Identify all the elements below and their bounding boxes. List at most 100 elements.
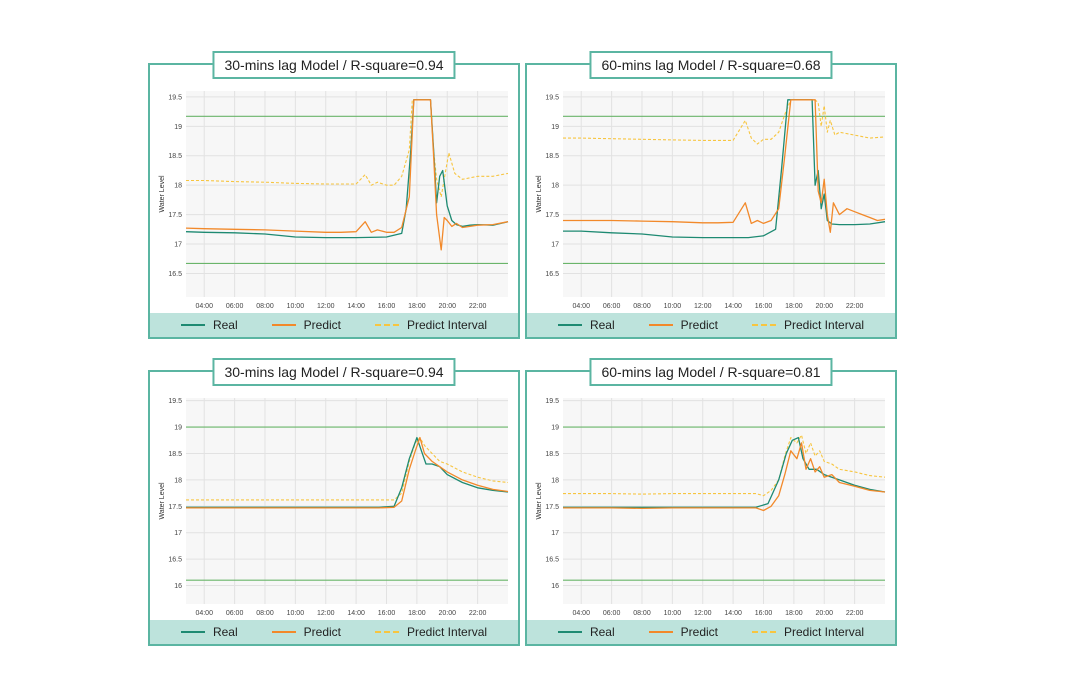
x-tick-label: 04:00 (572, 303, 590, 310)
y-axis-label: Water Level (536, 175, 543, 213)
x-tick-label: 08:00 (256, 303, 274, 310)
x-tick-label: 06:00 (603, 303, 621, 310)
x-tick-label: 18:00 (408, 303, 426, 310)
x-tick-label: 16:00 (755, 303, 773, 310)
x-tick-label: 12:00 (317, 303, 335, 310)
predict-interval-line (186, 437, 509, 501)
legend-interval-swatch (375, 324, 399, 326)
x-tick-label: 18:00 (408, 610, 426, 617)
y-tick-label: 16.5 (545, 271, 559, 278)
y-tick-label: 17 (551, 242, 559, 249)
legend-real-label: Real (589, 318, 615, 332)
legend-predict: Predict (648, 318, 718, 332)
chart-legend: Real Predict Predict Interval (527, 620, 895, 644)
y-tick-label: 19 (551, 425, 559, 432)
x-tick-label: 18:00 (785, 610, 803, 617)
y-tick-label: 16 (551, 583, 559, 590)
chart-title: 60-mins lag Model / R-square=0.81 (589, 358, 833, 386)
x-tick-label: 08:00 (256, 610, 274, 617)
predict-line (186, 436, 509, 509)
x-tick-label: 22:00 (846, 303, 864, 310)
x-tick-label: 14:00 (347, 610, 365, 617)
x-tick-label: 14:00 (724, 610, 742, 617)
legend-real-swatch (180, 631, 205, 633)
chart-legend: Real Predict Predict Interval (150, 313, 518, 337)
line-chart: 04:00 06:00 08:00 10:00 12:00 14:00 16:00 18:00… (536, 398, 886, 617)
legend-real-label: Real (212, 625, 238, 639)
y-tick-label: 17.5 (545, 212, 559, 219)
x-tick-label: 18:00 (785, 303, 803, 310)
y-tick-label: 16 (174, 583, 182, 590)
y-tick-label: 18.5 (545, 153, 559, 160)
y-tick-label: 19.5 (545, 398, 559, 405)
x-tick-label: 22:00 (846, 610, 864, 617)
x-tick-label: 08:00 (633, 610, 651, 617)
legend-interval-label: Predict Interval (784, 625, 865, 639)
y-tick-label: 19 (551, 124, 559, 131)
chart-title: 30-mins lag Model / R-square=0.94 (212, 358, 456, 386)
chart-title: 60-mins lag Model / R-square=0.68 (589, 51, 833, 79)
legend-predict-label: Predict (303, 318, 341, 332)
chart-legend: Real Predict Predict Interval (150, 620, 518, 644)
x-tick-label: 16:00 (378, 303, 396, 310)
y-tick-label: 17 (551, 530, 559, 537)
x-tick-label: 06:00 (603, 610, 621, 617)
y-tick-label: 18.5 (168, 451, 182, 458)
predict-line (563, 442, 886, 512)
y-tick-label: 18.5 (545, 451, 559, 458)
legend-predict-swatch (648, 324, 673, 326)
y-tick-label: 18 (551, 477, 559, 484)
real-line (563, 99, 886, 239)
x-tick-label: 06:00 (226, 303, 244, 310)
legend-interval-label: Predict Interval (407, 625, 488, 639)
y-tick-label: 19.5 (168, 94, 182, 101)
legend-real-swatch (180, 324, 205, 326)
chart-legend: Real Predict Predict Interval (527, 313, 895, 337)
y-tick-label: 16.5 (168, 271, 182, 278)
x-tick-label: 14:00 (724, 303, 742, 310)
x-tick-label: 22:00 (469, 303, 487, 310)
predict-interval-line (563, 434, 886, 497)
y-tick-label: 19.5 (545, 94, 559, 101)
x-tick-label: 04:00 (195, 303, 213, 310)
chart-title: 30-mins lag Model / R-square=0.94 (212, 51, 456, 79)
x-tick-label: 04:00 (195, 610, 213, 617)
predict-line (563, 99, 886, 233)
chart-panel-1: 30-mins lag Model / R-square=0.94 04:00 0… (148, 51, 520, 339)
y-tick-label: 19.5 (168, 398, 182, 405)
y-tick-label: 16.5 (545, 557, 559, 564)
x-tick-label: 10:00 (664, 303, 682, 310)
legend-interval-label: Predict Interval (407, 318, 488, 332)
plot-area (186, 398, 508, 604)
x-tick-label: 20:00 (438, 610, 456, 617)
line-chart: 04:00 06:00 08:00 10:00 12:00 14:00 16:00 18:00… (159, 91, 509, 310)
legend-predict-label: Predict (680, 625, 718, 639)
x-tick-label: 08:00 (633, 303, 651, 310)
plot-area (563, 398, 885, 604)
x-tick-label: 16:00 (755, 610, 773, 617)
legend-predict-swatch (648, 631, 673, 633)
plot-area (563, 91, 885, 297)
predict-line (185, 99, 509, 251)
legend-predict: Predict (271, 625, 341, 639)
legend-interval-label: Predict Interval (784, 318, 865, 332)
x-tick-label: 12:00 (694, 610, 712, 617)
chart-panel-2: 60-mins lag Model / R-square=0.68 04:00 0… (525, 51, 897, 339)
y-tick-label: 16.5 (168, 557, 182, 564)
chart-panel-3: 30-mins lag Model / R-square=0.94 04:00 0… (148, 358, 520, 646)
legend-real-swatch (557, 324, 582, 326)
x-tick-label: 20:00 (815, 303, 833, 310)
legend-predict: Predict (271, 318, 341, 332)
line-chart: 04:00 06:00 08:00 10:00 12:00 14:00 16:00 18:00… (536, 91, 886, 310)
x-tick-label: 14:00 (347, 303, 365, 310)
predict-interval-line (563, 99, 886, 145)
legend-predict-label: Predict (303, 625, 341, 639)
legend-real: Real (557, 625, 615, 639)
legend-interval: Predict Interval (375, 318, 487, 332)
legend-predict: Predict (648, 625, 718, 639)
x-tick-label: 20:00 (815, 610, 833, 617)
legend-interval: Predict Interval (752, 625, 864, 639)
legend-interval-swatch (752, 631, 776, 633)
y-tick-label: 18.5 (168, 153, 182, 160)
legend-interval-swatch (375, 631, 399, 633)
